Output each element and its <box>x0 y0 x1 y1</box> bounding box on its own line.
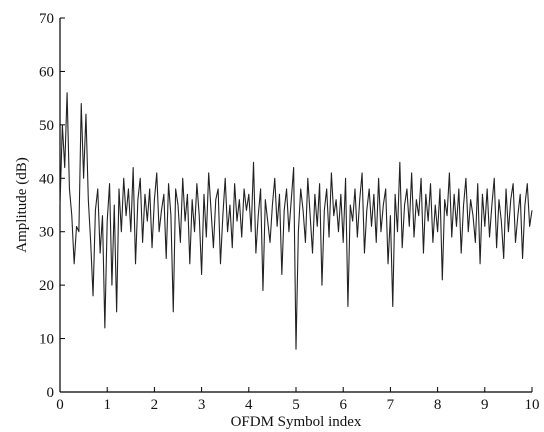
y-tick-label: 50 <box>39 118 54 134</box>
y-tick-label: 20 <box>39 278 54 294</box>
x-tick-label: 9 <box>481 397 489 413</box>
x-tick-label: 3 <box>198 397 206 413</box>
x-tick-label: 4 <box>245 397 253 413</box>
x-tick-label: 5 <box>292 397 300 413</box>
x-ticks: 0 1 2 3 4 5 6 7 8 9 10 <box>56 387 540 413</box>
y-axis-label: Amplitude (dB) <box>14 157 30 252</box>
y-tick-label: 0 <box>47 385 55 401</box>
x-tick-label: 6 <box>339 397 347 413</box>
y-tick-label: 40 <box>39 171 54 187</box>
x-tick-label: 7 <box>387 397 395 413</box>
series-line <box>59 92 533 350</box>
y-ticks: 0 10 20 30 40 50 60 70 <box>39 11 65 401</box>
x-tick-label: 8 <box>434 397 442 413</box>
x-tick-label: 2 <box>151 397 159 413</box>
y-tick-label: 30 <box>39 225 54 241</box>
y-tick-label: 70 <box>39 11 54 27</box>
x-tick-label: 10 <box>525 397 540 413</box>
x-tick-label: 0 <box>56 397 64 413</box>
x-axis-label: OFDM Symbol index <box>231 414 362 430</box>
y-tick-label: 60 <box>39 64 54 80</box>
x-tick-label: 1 <box>103 397 111 413</box>
y-tick-label: 10 <box>39 332 54 348</box>
series-layer <box>59 92 533 350</box>
